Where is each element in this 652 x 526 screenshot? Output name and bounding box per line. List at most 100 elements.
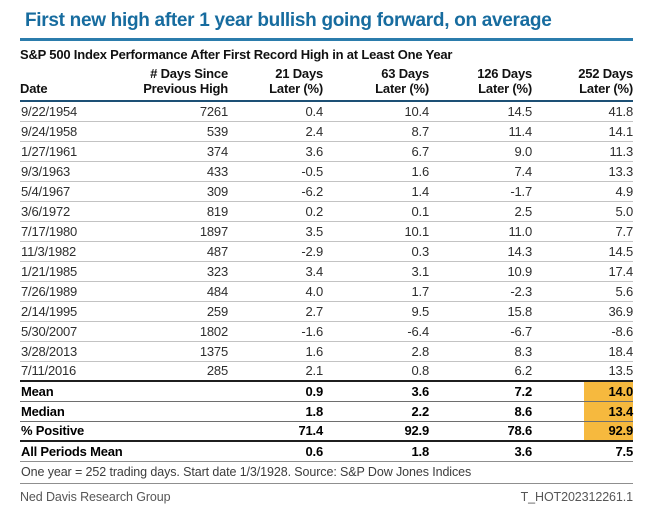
column-header-label: 63 Days <box>381 66 429 81</box>
value-cell: 6.2 <box>429 361 532 382</box>
value-cell: 309 <box>120 181 228 202</box>
table-row: 3/6/1972 819 0.2 0.1 2.5 5.0 <box>20 201 633 222</box>
value-cell: 819 <box>120 201 228 222</box>
footer-chart-id: T_HOT202312261.1 <box>520 489 633 504</box>
date-cell: 7/17/1980 <box>20 221 120 242</box>
value-cell: 433 <box>120 161 228 182</box>
table-row: 9/3/1963 433 -0.5 1.6 7.4 13.3 <box>20 161 633 182</box>
value-cell: 1897 <box>120 221 228 242</box>
date-cell: 5/4/1967 <box>20 181 120 202</box>
column-header-label: Later (%) <box>478 81 532 96</box>
value-cell: 0.1 <box>323 201 429 222</box>
table-row: 1/21/1985 323 3.4 3.1 10.9 17.4 <box>20 261 633 282</box>
value-cell: 484 <box>120 281 228 302</box>
value-cell: 36.9 <box>532 301 633 322</box>
table-row: 11/3/1982 487 -2.9 0.3 14.3 14.5 <box>20 241 633 262</box>
column-header-label: 21 Days <box>275 66 323 81</box>
value-cell: 1.6 <box>323 161 429 182</box>
column-header-63-days: 63 Days Later (%) <box>323 63 429 102</box>
date-cell: 3/28/2013 <box>20 341 120 362</box>
summary-row: Mean 0.9 3.6 7.2 14.0 <box>20 380 633 402</box>
header-row: Date # Days Since Previous High 21 Days … <box>20 63 633 102</box>
table-body: 9/22/1954 7261 0.4 10.4 14.5 41.8 9/24/1958 539… <box>20 101 633 462</box>
value-cell: 5.0 <box>532 201 633 222</box>
value-cell: 539 <box>120 121 228 142</box>
value-cell: 285 <box>120 361 228 382</box>
date-cell: 9/22/1954 <box>20 101 120 122</box>
value-cell: 2.8 <box>323 341 429 362</box>
value-cell: 4.0 <box>228 281 323 302</box>
value-cell: 2.1 <box>228 361 323 382</box>
value-cell: 11.4 <box>429 121 532 142</box>
table-row: 7/17/1980 1897 3.5 10.1 11.0 7.7 <box>20 221 633 242</box>
summary-value-cell: 0.6 <box>228 441 323 462</box>
table-row: 1/27/1961 374 3.6 6.7 9.0 11.3 <box>20 141 633 162</box>
column-header-label: Date <box>20 81 48 96</box>
summary-value-cell: 1.8 <box>228 401 323 422</box>
value-cell: 14.5 <box>429 101 532 122</box>
value-cell: 6.7 <box>323 141 429 162</box>
value-cell: 2.5 <box>429 201 532 222</box>
value-cell: -0.5 <box>228 161 323 182</box>
value-cell: -6.7 <box>429 321 532 342</box>
summary-row: % Positive 71.4 92.9 78.6 92.9 <box>20 421 633 442</box>
date-cell: 9/3/1963 <box>20 161 120 182</box>
value-cell: 3.6 <box>228 141 323 162</box>
value-cell: 18.4 <box>532 341 633 362</box>
table-row: 9/24/1958 539 2.4 8.7 11.4 14.1 <box>20 121 633 142</box>
value-cell: 0.3 <box>323 241 429 262</box>
value-cell: 0.8 <box>323 361 429 382</box>
summary-value-cell: 7.5 <box>532 441 633 462</box>
value-cell: 0.2 <box>228 201 323 222</box>
table-subtitle: S&P 500 Index Performance After First Re… <box>20 47 453 62</box>
summary-value-cell: 3.6 <box>323 380 429 402</box>
table-row: 5/4/1967 309 -6.2 1.4 -1.7 4.9 <box>20 181 633 202</box>
summary-label: Median <box>20 401 228 422</box>
value-cell: 5.6 <box>532 281 633 302</box>
date-cell: 5/30/2007 <box>20 321 120 342</box>
value-cell: 2.7 <box>228 301 323 322</box>
value-cell: -2.3 <box>429 281 532 302</box>
value-cell: 14.5 <box>532 241 633 262</box>
column-header-label: Later (%) <box>375 81 429 96</box>
table-header: Date # Days Since Previous High 21 Days … <box>20 63 633 102</box>
footnote-row: One year = 252 trading days. Start date … <box>20 461 633 484</box>
value-cell: 7261 <box>120 101 228 122</box>
value-cell: 41.8 <box>532 101 633 122</box>
column-header-date: Date <box>20 63 120 102</box>
column-header-126-days: 126 Days Later (%) <box>429 63 532 102</box>
date-cell: 3/6/1972 <box>20 201 120 222</box>
summary-value-cell: 92.9 <box>323 421 429 442</box>
table-row: 5/30/2007 1802 -1.6 -6.4 -6.7 -8.6 <box>20 321 633 342</box>
column-header-label: Previous High <box>143 81 228 96</box>
table-row: 2/14/1995 259 2.7 9.5 15.8 36.9 <box>20 301 633 322</box>
column-header-days-since: # Days Since Previous High <box>120 63 228 102</box>
value-cell: -6.4 <box>323 321 429 342</box>
summary-value-cell: 78.6 <box>429 421 532 442</box>
value-cell: 15.8 <box>429 301 532 322</box>
value-cell: -1.7 <box>429 181 532 202</box>
value-cell: 2.4 <box>228 121 323 142</box>
value-cell: 323 <box>120 261 228 282</box>
value-cell: 11.3 <box>532 141 633 162</box>
performance-table: Date # Days Since Previous High 21 Days … <box>20 63 633 484</box>
date-cell: 7/26/1989 <box>20 281 120 302</box>
summary-value-cell: 2.2 <box>323 401 429 422</box>
value-cell: 17.4 <box>532 261 633 282</box>
value-cell: -1.6 <box>228 321 323 342</box>
value-cell: 7.7 <box>532 221 633 242</box>
date-cell: 7/11/2016 <box>20 361 120 382</box>
value-cell: 8.7 <box>323 121 429 142</box>
table-footnote: One year = 252 trading days. Start date … <box>20 461 633 484</box>
value-cell: 10.4 <box>323 101 429 122</box>
title-rule <box>20 38 633 41</box>
column-header-21-days: 21 Days Later (%) <box>228 63 323 102</box>
value-cell: 13.5 <box>532 361 633 382</box>
summary-value-cell: 92.9 <box>532 421 633 442</box>
page-footer: Ned Davis Research Group T_HOT202312261.… <box>20 490 633 504</box>
value-cell: 10.1 <box>323 221 429 242</box>
summary-value-cell: 7.2 <box>429 380 532 402</box>
summary-value-cell: 0.9 <box>228 380 323 402</box>
footnote-text: One year = 252 trading days. Start date … <box>20 461 633 484</box>
value-cell: 14.1 <box>532 121 633 142</box>
